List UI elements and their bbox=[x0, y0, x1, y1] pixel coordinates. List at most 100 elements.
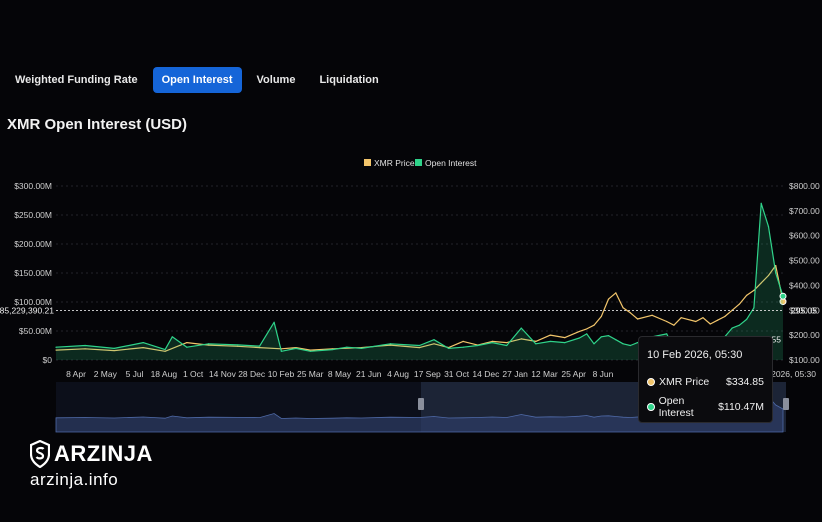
data-point bbox=[280, 350, 282, 352]
data-point bbox=[113, 347, 115, 349]
hover-marker bbox=[779, 292, 787, 300]
data-point bbox=[462, 340, 464, 342]
x-tick-label: 8 May bbox=[328, 369, 352, 379]
price-line bbox=[55, 264, 784, 352]
chart-legend: XMR Price Open Interest bbox=[364, 158, 477, 168]
tooltip-row-price: XMR Price $334.85 bbox=[647, 376, 764, 388]
y-left-tick-label: $250.00M bbox=[14, 210, 52, 220]
price-dot-icon bbox=[647, 378, 655, 386]
open-interest-chart[interactable]: XMR Price Open Interest $0 $50.00M $100.00M $… bbox=[0, 150, 822, 440]
data-point bbox=[746, 294, 748, 296]
y-right-tick-label: $800.00 bbox=[789, 181, 820, 191]
data-point bbox=[680, 317, 682, 319]
data-point bbox=[506, 342, 508, 344]
data-point bbox=[593, 324, 595, 326]
tab-liquidation[interactable]: Liquidation bbox=[319, 74, 379, 86]
data-point bbox=[491, 342, 493, 344]
data-point bbox=[629, 344, 631, 347]
data-point bbox=[309, 350, 312, 352]
tooltip-date: 10 Feb 2026, 05:30 bbox=[647, 349, 743, 361]
navigator-right-handle bbox=[783, 398, 789, 410]
data-point bbox=[549, 334, 551, 336]
crosshair-right-label: 295.05 bbox=[791, 306, 817, 316]
page-title: XMR Open Interest (USD) bbox=[7, 116, 188, 133]
y-left-tick-label: $0 bbox=[43, 355, 53, 365]
data-point bbox=[775, 264, 777, 267]
tooltip-price-label: XMR Price bbox=[659, 376, 710, 388]
data-point bbox=[622, 307, 624, 309]
y-right-tick-label: $400.00 bbox=[789, 280, 820, 290]
data-point bbox=[738, 303, 740, 305]
x-tick-label: 31 Oct bbox=[444, 369, 470, 379]
x-tick-label: 12 Mar bbox=[531, 369, 558, 379]
data-point bbox=[600, 315, 602, 318]
x-tick-label: 28 Dec bbox=[238, 369, 266, 379]
x-tick-label: 27 Jan bbox=[502, 369, 528, 379]
data-point bbox=[237, 345, 239, 347]
data-point bbox=[164, 350, 166, 352]
data-point bbox=[477, 344, 479, 347]
data-point bbox=[767, 274, 770, 277]
data-point bbox=[84, 348, 86, 350]
data-point bbox=[309, 349, 312, 351]
brand-name: ARZINJA bbox=[54, 441, 153, 466]
data-point bbox=[55, 349, 57, 351]
data-point bbox=[629, 312, 631, 314]
data-point bbox=[418, 344, 421, 347]
data-point bbox=[709, 323, 711, 325]
y-right-tick-label: $100.00 bbox=[789, 355, 820, 365]
tab-bar: Weighted Funding Rate Open Interest Volu… bbox=[6, 67, 388, 93]
data-point bbox=[695, 320, 697, 323]
chart-tooltip: 10 Feb 2026, 05:30 XMR Price $334.85 Ope… bbox=[638, 336, 773, 423]
data-point bbox=[600, 336, 602, 338]
x-tick-label: 25 Mar bbox=[297, 369, 324, 379]
brand-watermark: ARZINJA arzinja.info bbox=[30, 440, 153, 490]
data-point bbox=[593, 343, 595, 345]
x-tick-label: 5 Jul bbox=[126, 369, 144, 379]
oi-line bbox=[55, 202, 784, 352]
data-point bbox=[637, 342, 639, 344]
tooltip-row-oi: Open Interest $110.47M bbox=[647, 395, 764, 419]
data-point bbox=[731, 327, 733, 329]
data-point bbox=[331, 348, 333, 351]
y-right-tick-label: $500.00 bbox=[789, 256, 820, 266]
x-tick-label: 18 Aug bbox=[151, 369, 178, 379]
data-point bbox=[753, 289, 755, 291]
legend-swatch bbox=[364, 159, 371, 166]
x-tick-label: 14 Dec bbox=[472, 369, 500, 379]
x-tick-label: 10 Feb bbox=[268, 369, 295, 379]
data-point bbox=[760, 282, 762, 284]
tab-weighted-funding-rate[interactable]: Weighted Funding Rate bbox=[15, 74, 138, 86]
data-point bbox=[535, 343, 537, 345]
data-point bbox=[564, 342, 566, 344]
legend-swatch bbox=[415, 159, 422, 166]
data-point bbox=[738, 324, 740, 326]
data-point bbox=[535, 340, 537, 342]
brand-shield-icon bbox=[30, 440, 50, 468]
data-point bbox=[746, 318, 748, 320]
y-right-tick-label: $200.00 bbox=[789, 330, 820, 340]
data-point bbox=[622, 343, 624, 345]
tooltip-oi-value: $110.47M bbox=[718, 401, 764, 413]
x-tick-label: 25 Apr bbox=[561, 369, 586, 379]
y-left-tick-label: $150.00M bbox=[14, 268, 52, 278]
tab-volume[interactable]: Volume bbox=[256, 74, 296, 86]
data-point bbox=[295, 347, 297, 349]
data-point bbox=[142, 342, 144, 344]
data-point bbox=[586, 328, 588, 330]
tab-open-interest[interactable]: Open Interest bbox=[152, 67, 242, 93]
data-point bbox=[433, 343, 435, 345]
tooltip-price-value: $334.85 bbox=[726, 376, 764, 388]
y-right-tick-label: $300.00 bbox=[789, 305, 820, 315]
data-point bbox=[607, 335, 610, 337]
data-point bbox=[164, 348, 166, 351]
legend-label: Open Interest bbox=[425, 158, 477, 168]
data-point bbox=[753, 307, 755, 309]
data-point bbox=[55, 346, 57, 348]
data-point bbox=[586, 333, 588, 335]
x-tick-label: 14 Nov bbox=[209, 369, 237, 379]
y-left-tick-label: $100.00M bbox=[14, 297, 52, 307]
data-point bbox=[208, 344, 210, 346]
data-point bbox=[716, 319, 719, 321]
x-tick-label-partial: b 2026, 05:30 bbox=[764, 369, 816, 379]
